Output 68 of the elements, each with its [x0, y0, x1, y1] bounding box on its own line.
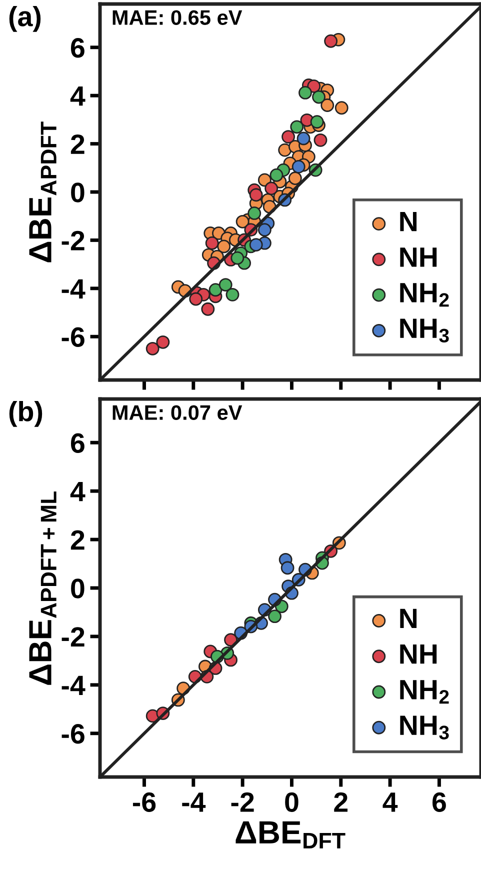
y-tick-label: -4 [62, 279, 86, 298]
annotation: MAE: 0.07 eV [112, 405, 242, 420]
point [310, 115, 324, 129]
point [298, 86, 312, 100]
y-axis-title: ΔBE$_{APDFT}$ [29, 122, 56, 262]
x-tick-label: -4 [182, 792, 206, 812]
point [249, 238, 263, 252]
point [189, 292, 203, 306]
x-tick-label: 6 [432, 792, 446, 812]
y-tick-label: 2 [70, 530, 84, 550]
point [230, 251, 244, 265]
y-tick-label: -6 [62, 327, 84, 347]
legend-label: N [400, 608, 417, 628]
y-tick-label: -2 [62, 230, 84, 250]
point [282, 130, 295, 144]
point [280, 561, 294, 575]
legend-label: NH [400, 644, 437, 664]
y-tick-label: 6 [70, 38, 84, 58]
legend-label: NH$_{2}$ [400, 680, 449, 704]
point [270, 168, 284, 182]
legend-label: NH$_{2}$ [400, 283, 449, 307]
point [205, 236, 219, 250]
y-tick-label: -6 [62, 724, 84, 744]
x-tick-label: 4 [382, 792, 398, 812]
point [324, 34, 338, 48]
x-axis-title: ΔBE$_{DFT}$ [236, 821, 346, 848]
point [278, 143, 292, 157]
point [226, 288, 240, 302]
point [264, 182, 278, 196]
legend-label: N [400, 212, 417, 232]
point [292, 160, 306, 174]
point [312, 90, 326, 104]
point [236, 214, 250, 228]
y-tick-label: 4 [70, 482, 86, 502]
point [258, 223, 272, 237]
legend-label: NH$_{3}$ [400, 716, 449, 740]
y-tick-label: -2 [62, 627, 84, 647]
y-tick-label: 6 [70, 433, 84, 453]
point [296, 132, 310, 146]
point [268, 610, 282, 624]
annotation: MAE: 0.65 eV [112, 10, 242, 25]
point [290, 120, 304, 134]
text: (a) [9, 6, 41, 32]
legend-label: NH$_{3}$ [400, 318, 449, 343]
point [314, 133, 328, 147]
y-tick-label: 4 [70, 86, 86, 106]
text: (b) [9, 401, 42, 427]
x-tick-label: 0 [285, 792, 298, 812]
y-axis-title: ΔBE$_{APDFT+ML}$ [29, 491, 56, 685]
point [156, 335, 170, 349]
x-tick-label: -2 [231, 792, 254, 812]
point [201, 302, 215, 316]
point [208, 283, 222, 297]
x-tick-label: 2 [334, 792, 348, 812]
point [249, 188, 263, 202]
point [248, 206, 262, 220]
y-tick-label: 2 [70, 134, 84, 154]
point [334, 101, 348, 115]
y-tick-label: 0 [71, 578, 84, 598]
point [218, 278, 232, 292]
x-tick-label: -6 [132, 792, 156, 812]
point [320, 98, 334, 112]
point [217, 240, 231, 254]
legend-label: NH [400, 248, 437, 267]
point [288, 172, 302, 185]
point [146, 342, 160, 356]
y-tick-label: 0 [71, 182, 84, 202]
y-tick-label: -4 [62, 676, 86, 695]
